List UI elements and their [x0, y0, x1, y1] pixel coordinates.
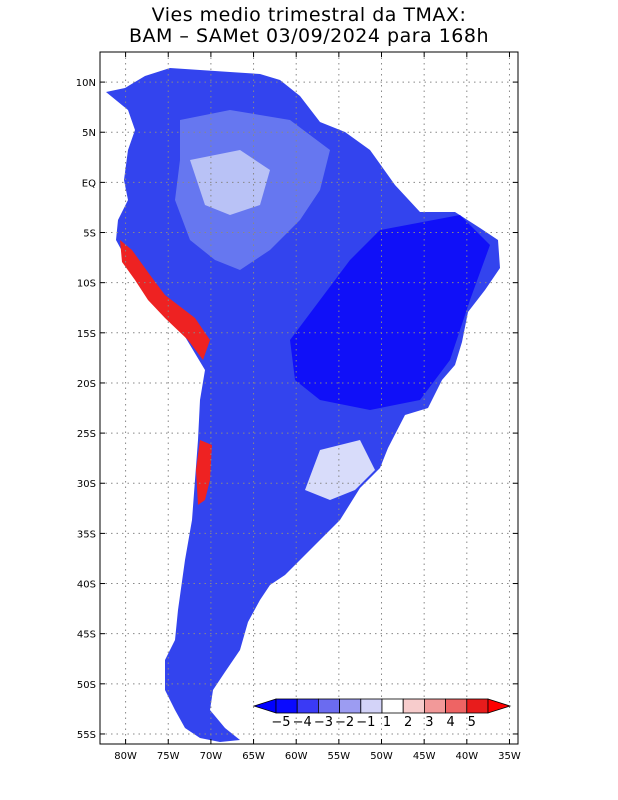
colorbar-label: −1: [356, 715, 375, 730]
lat-tick-label: 10S: [77, 279, 96, 290]
lat-tick-label: 25S: [77, 429, 96, 440]
lon-tick-label: 40W: [456, 751, 479, 762]
land-shade-pale-south: [305, 440, 375, 500]
colorbar-label: 5: [468, 715, 476, 730]
lat-tick-label: 55S: [77, 730, 96, 741]
lon-tick-label: 65W: [242, 751, 265, 762]
colorbar-swatch: [445, 698, 468, 714]
land-shade-light: [190, 150, 270, 215]
colorbar-label: −4: [293, 715, 312, 730]
lon-tick-label: 70W: [200, 751, 223, 762]
lat-tick-label: 35S: [77, 529, 96, 540]
lat-tick-label: EQ: [82, 178, 96, 189]
colorbar-label: 3: [425, 715, 433, 730]
graticule: [100, 52, 518, 744]
colorbar-label: 2: [404, 715, 412, 730]
colorbar-swatch: [296, 698, 319, 714]
lat-tick-label: 50S: [77, 680, 96, 691]
colorbar-swatch: [360, 698, 383, 714]
colorbar-label: −5: [271, 715, 290, 730]
lat-tick-label: 45S: [77, 630, 96, 641]
axis-ticks: 80W 75W 70W 65W 60W 55W 50W 45W 40W 35W 10N 5N EQ 5S 1…: [76, 52, 521, 762]
colorbar-over-arrow: [487, 698, 512, 714]
colorbar-swatch: [317, 698, 340, 714]
lat-tick-label: 15S: [77, 329, 96, 340]
color-bar: −5 −4 −3 −2 −1 1 2 3 4 5: [252, 698, 512, 730]
colorbar-under-arrow: [252, 698, 277, 714]
colorbar-swatch: [339, 698, 362, 714]
lat-tick-label: 5N: [82, 128, 96, 139]
lon-tick-label: 60W: [285, 751, 308, 762]
colorbar-label: −2: [335, 715, 354, 730]
land-shade-deep-east: [290, 215, 490, 410]
land-mass: [106, 68, 500, 742]
colorbar-swatch: [423, 698, 446, 714]
lon-tick-label: 50W: [370, 751, 393, 762]
andes-warm-bias: [120, 240, 210, 360]
lat-tick-label: 20S: [77, 379, 96, 390]
colorbar-label: 4: [446, 715, 454, 730]
andes-warm-bias-south: [196, 440, 212, 505]
lat-tick-label: 5S: [83, 229, 96, 240]
lat-tick-label: 40S: [77, 580, 96, 591]
lon-tick-label: 55W: [328, 751, 351, 762]
lon-tick-label: 35W: [498, 751, 521, 762]
colorbar-label: 1: [383, 715, 391, 730]
colorbar-swatch: [381, 698, 404, 714]
colorbar-label: −3: [314, 715, 333, 730]
lat-tick-label: 10N: [76, 78, 96, 89]
lon-tick-label: 80W: [114, 751, 137, 762]
map-title-line2: BAM – SAMet 03/09/2024 para 168h: [128, 25, 490, 47]
lon-tick-label: 75W: [157, 751, 180, 762]
map-title-line1: Vies medio trimestral da TMAX:: [151, 4, 467, 26]
lat-tick-label: 30S: [77, 479, 96, 490]
colorbar-swatch: [275, 698, 298, 714]
colorbar-swatch: [402, 698, 425, 714]
map-frame: [99, 51, 519, 745]
colorbar-swatch: [466, 698, 489, 714]
lon-tick-label: 45W: [413, 751, 436, 762]
